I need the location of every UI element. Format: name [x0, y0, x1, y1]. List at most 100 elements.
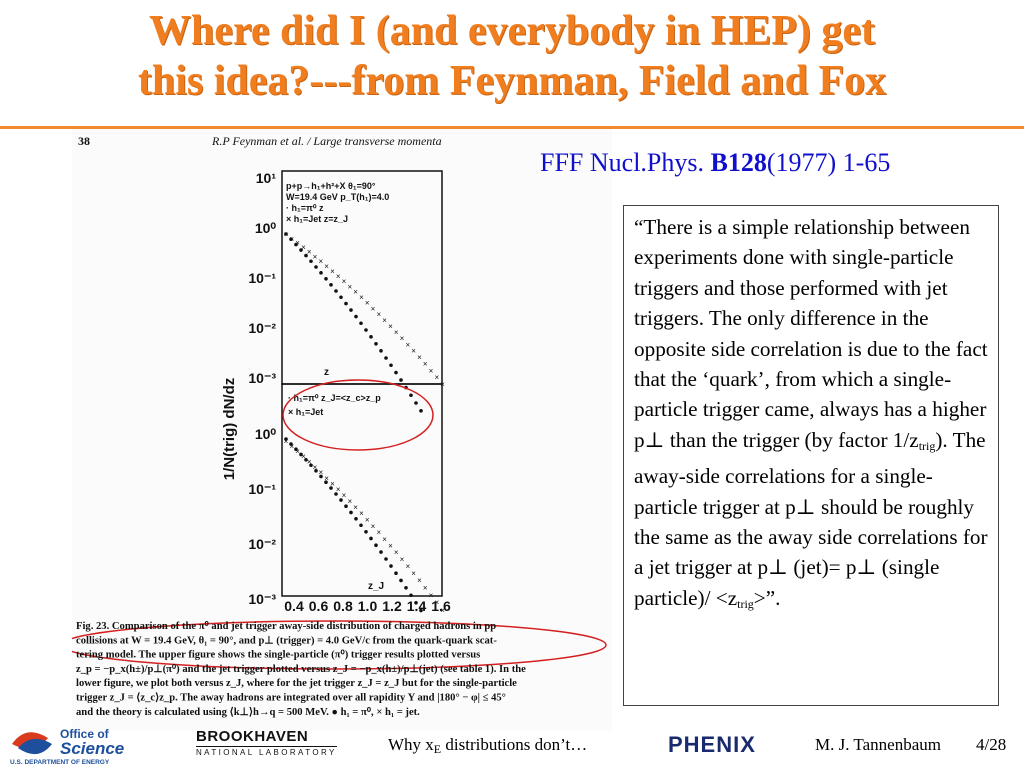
data-point-pi0	[414, 401, 418, 405]
data-point-pi0	[294, 242, 298, 247]
x-tick-label: 1.0	[358, 598, 378, 614]
top-axis-mark: z	[324, 367, 329, 378]
data-point-jet: ×	[347, 282, 352, 291]
data-point-jet: ×	[318, 468, 323, 477]
quote-part-1: “There is a simple relationship between …	[634, 215, 988, 452]
citation-prefix: FFF Nucl.Phys.	[540, 148, 711, 177]
footer-title-subscript: E	[433, 742, 442, 756]
phenix-logo: PHENIX	[668, 732, 756, 757]
data-point-jet: ×	[324, 262, 329, 271]
data-point-jet: ×	[400, 555, 405, 564]
y-tick-label-top: 10⁰	[255, 220, 277, 236]
y-tick-label-top: 10⁻²	[248, 320, 276, 336]
data-point-jet: ×	[382, 535, 387, 544]
data-point-jet: ×	[324, 474, 329, 483]
citation-suffix: (1977) 1-65	[766, 148, 891, 177]
data-point-pi0	[309, 463, 313, 468]
data-point-pi0	[344, 504, 348, 509]
data-point-jet: ×	[440, 380, 445, 389]
data-point-jet: ×	[359, 509, 364, 518]
data-point-jet: ×	[376, 528, 381, 537]
x-tick-label: 0.6	[309, 598, 329, 614]
data-point-pi0	[389, 564, 393, 568]
citation: FFF Nucl.Phys. B128(1977) 1-65	[540, 148, 890, 178]
data-point-pi0	[334, 492, 338, 496]
data-point-jet: ×	[336, 272, 341, 281]
science-text: Science	[60, 739, 124, 758]
data-point-pi0	[304, 253, 308, 258]
brookhaven-subtitle: NATIONAL LABORATORY	[196, 746, 337, 757]
y-tick-label-bottom: 10⁰	[255, 426, 277, 442]
caption-line: tering model. The upper figure shows the…	[76, 649, 480, 661]
data-point-jet: ×	[423, 583, 428, 592]
bottom-axis-mark: z_J	[368, 581, 384, 592]
data-point-jet: ×	[284, 230, 289, 239]
footer-author: M. J. Tannenbaum	[815, 735, 941, 754]
trig-subscript: trig	[737, 596, 754, 611]
feynman-plot: 1/N(trig) dN/dz 10¹ 10⁰ 10⁻¹ 10⁻² 10⁻³ 10⁰ 10…	[72, 170, 607, 718]
data-point-pi0	[354, 314, 358, 319]
data-point-jet: ×	[440, 606, 445, 615]
data-point-pi0	[384, 557, 388, 561]
legend-top-entry: W=19.4 GeV p_T(h₁)=4.0	[286, 192, 389, 202]
scan-running-head: R.P Feynman et al. / Large transverse mo…	[212, 134, 442, 148]
data-point-pi0	[324, 277, 328, 281]
legend-top-entry: p+p→h₁+h²+X θ₁=90°	[286, 181, 376, 191]
data-point-jet: ×	[289, 442, 294, 451]
data-point-jet: ×	[365, 515, 370, 524]
data-point-pi0	[339, 498, 343, 502]
quote-part-6: (single particle)/ <z	[634, 555, 940, 610]
caption-line: collisions at W = 19.4 GeV, θ₁ = 90°, an…	[76, 635, 497, 646]
slide-title: Where did I (and everybody in HEP) get t…	[0, 6, 1024, 106]
figure-caption: Fig. 23. Comparison of the π⁰ and jet tr…	[76, 620, 526, 718]
x-tick-label: 1.4	[407, 598, 427, 614]
quote-part-7: >”.	[753, 585, 781, 610]
caption-line: and the theory is calculated using ⟨k⊥⟩h…	[76, 706, 420, 718]
footer-title-a: Why x	[388, 735, 434, 754]
data-point-jet: ×	[382, 316, 387, 325]
brookhaven-name: BROOKHAVEN	[196, 728, 309, 745]
data-point-jet: ×	[330, 267, 335, 276]
data-point-jet: ×	[400, 334, 405, 343]
slide-title-line-2: this idea?---from Feynman, Field and Fox	[137, 58, 887, 104]
data-point-pi0	[359, 523, 363, 528]
data-point-pi0	[309, 259, 313, 264]
trig-subscript: trig	[918, 438, 936, 453]
doe-office-of-science-logo: Office of Science U.S. DEPARTMENT OF ENE…	[10, 727, 124, 766]
perp-symbol: ⊥	[768, 555, 789, 580]
data-point-jet: ×	[330, 479, 335, 488]
quote-text: “There is a simple relationship between …	[634, 212, 990, 619]
data-point-jet: ×	[318, 257, 323, 266]
data-point-pi0	[299, 452, 303, 457]
y-tick-label-bottom: 10⁻²	[248, 536, 276, 552]
data-point-jet: ×	[359, 293, 364, 302]
data-point-pi0	[394, 370, 398, 375]
data-point-jet: ×	[307, 457, 312, 466]
data-point-jet: ×	[301, 243, 306, 252]
data-point-pi0	[369, 536, 373, 541]
x-tick-label: 0.4	[284, 598, 304, 614]
data-point-pi0	[334, 289, 338, 293]
footer-title-b: distributions don’t…	[441, 735, 588, 754]
data-point-jet: ×	[342, 491, 347, 500]
data-point-jet: ×	[353, 503, 358, 512]
data-point-pi0	[399, 378, 403, 382]
slide-title-line-1: Where did I (and everybody in HEP) get	[148, 8, 876, 54]
data-point-jet: ×	[417, 353, 422, 362]
caption-line: z_p = −p_x(h±)/p⊥(π⁰) and the jet trigge…	[76, 663, 526, 675]
data-point-jet: ×	[289, 234, 294, 243]
footer-slide-title: Why xE distributions don’t…	[388, 735, 587, 757]
perp-symbol: ⊥	[856, 555, 877, 580]
data-point-pi0	[409, 393, 413, 398]
quote-part-2: than the trigger (by factor 1/z	[664, 427, 919, 452]
data-point-pi0	[419, 608, 423, 613]
legend-bottom-entry: · h₁=π⁰ z_J=<z_c>z_p	[288, 393, 381, 403]
data-point-pi0	[304, 458, 308, 462]
data-point-pi0	[364, 328, 368, 332]
data-point-pi0	[299, 248, 303, 252]
data-point-pi0	[384, 356, 388, 360]
data-point-pi0	[389, 363, 393, 368]
data-point-jet: ×	[411, 569, 416, 578]
data-point-pi0	[314, 265, 318, 269]
data-point-pi0	[359, 321, 363, 326]
